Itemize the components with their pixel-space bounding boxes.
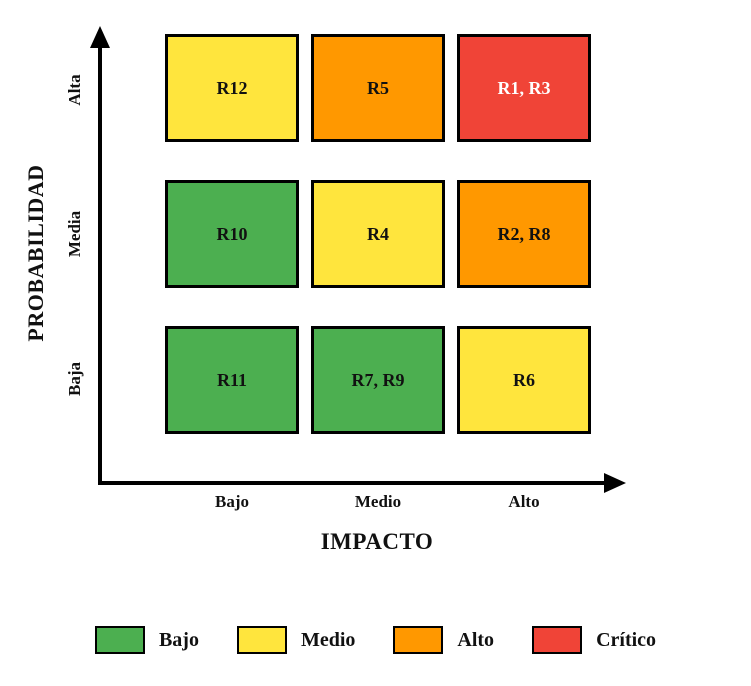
matrix-cell-alta-medio: R5 [311,34,445,142]
x-tick-alto: Alto [508,492,540,511]
legend-item-medio: Medio [236,626,356,654]
y-axis-line [98,40,102,485]
risk-matrix-grid: R12 R5 R1, R3 R10 R4 R2, R8 R11 R7, R9 R… [165,34,591,434]
x-axis-line [98,481,606,485]
legend-item-alto: Alto [393,626,494,654]
legend-swatch-bajo [94,626,145,654]
x-tick-bajo: Bajo [215,492,249,511]
legend-swatch-medio [236,626,287,654]
legend-swatch-alto [393,626,444,654]
legend: Bajo Medio Alto Crítico [0,626,751,654]
matrix-cell-media-bajo: R10 [165,180,299,288]
legend-label-medio: Medio [300,628,356,651]
x-axis-arrow-icon [604,473,626,493]
legend-swatch-critico [532,626,583,654]
legend-label-bajo: Bajo [158,628,199,651]
x-tick-medio: Medio [354,492,402,511]
legend-label-critico: Crítico [596,628,657,651]
matrix-cell-media-alto: R2, R8 [457,180,591,288]
matrix-cell-media-medio: R4 [311,180,445,288]
y-axis-title: PROBABILIDAD [23,164,48,342]
y-tick-alta: Alta [65,74,84,106]
legend-item-critico: Crítico [532,626,656,654]
legend-label-alto: Alto [457,628,495,651]
legend-item-bajo: Bajo [94,626,199,654]
x-axis-title: IMPACTO [320,529,434,554]
matrix-cell-baja-medio: R7, R9 [311,326,445,434]
y-axis-arrow-icon [90,26,110,48]
y-tick-baja: Baja [65,362,84,396]
y-tick-media: Media [65,210,84,258]
matrix-cell-alta-bajo: R12 [165,34,299,142]
matrix-cell-baja-alto: R6 [457,326,591,434]
matrix-cell-alta-alto: R1, R3 [457,34,591,142]
matrix-cell-baja-bajo: R11 [165,326,299,434]
